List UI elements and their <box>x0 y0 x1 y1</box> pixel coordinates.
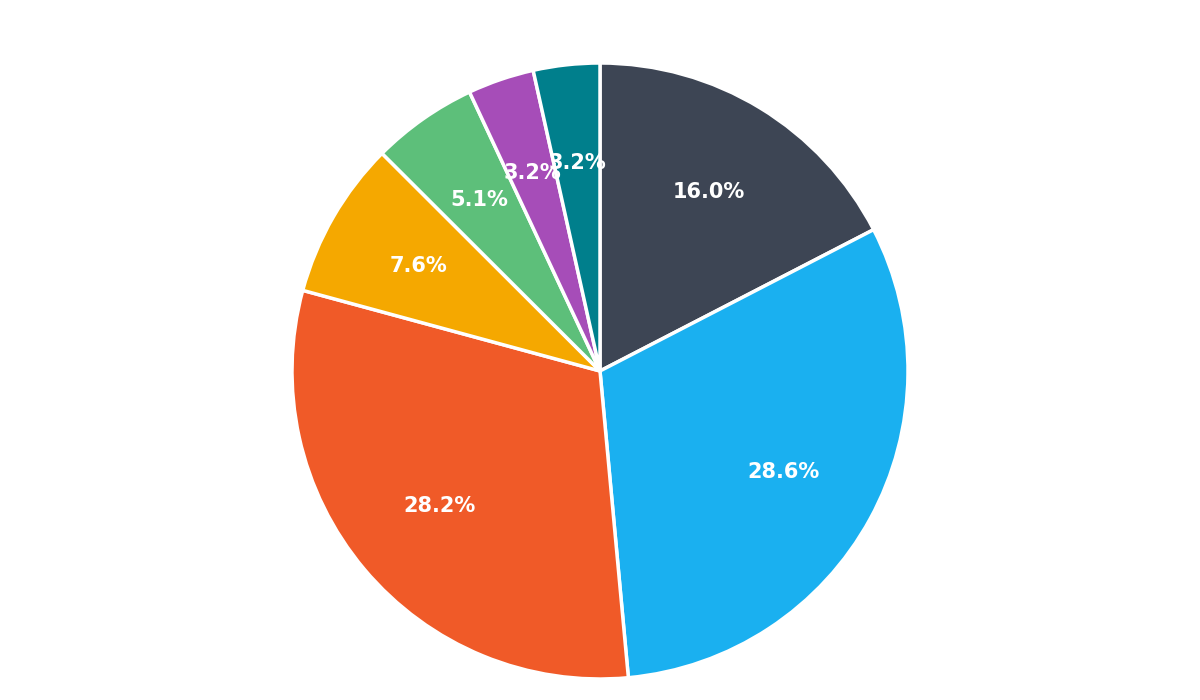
Text: 28.2%: 28.2% <box>403 496 476 516</box>
Text: 3.2%: 3.2% <box>548 153 606 173</box>
Text: 7.6%: 7.6% <box>390 256 448 276</box>
Wedge shape <box>600 63 874 371</box>
Wedge shape <box>292 290 629 679</box>
Text: 16.0%: 16.0% <box>673 182 745 202</box>
Wedge shape <box>600 230 908 678</box>
Wedge shape <box>469 70 600 371</box>
Text: 28.6%: 28.6% <box>748 461 820 482</box>
Wedge shape <box>382 92 600 371</box>
Text: 3.2%: 3.2% <box>504 162 562 183</box>
Text: 5.1%: 5.1% <box>451 190 509 209</box>
Wedge shape <box>533 63 600 371</box>
Wedge shape <box>302 153 600 371</box>
